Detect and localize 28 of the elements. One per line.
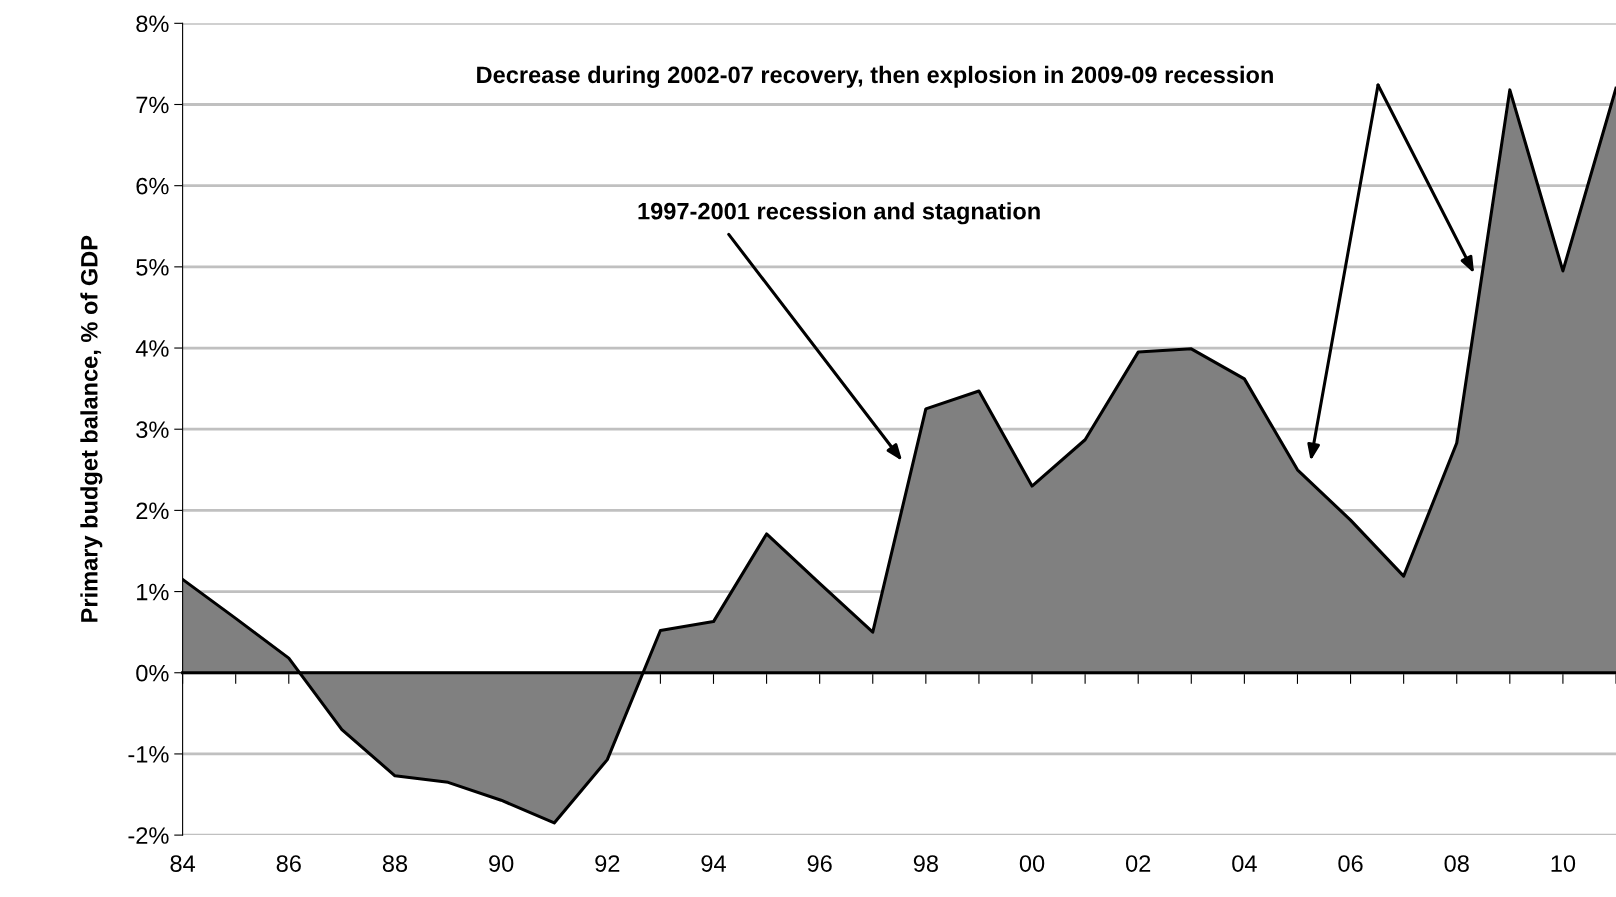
annotation: 1997-2001 recession and stagnation bbox=[638, 202, 1040, 225]
y-tick-label: 3% bbox=[136, 421, 169, 438]
y-tick-label: 5% bbox=[136, 259, 169, 276]
x-tick-label: 86 bbox=[276, 855, 301, 872]
x-tick-label: 92 bbox=[595, 855, 620, 872]
x-tick-label: 90 bbox=[489, 855, 514, 872]
y-axis-title: Primary budget balance, % of GDP bbox=[80, 235, 103, 622]
x-tick-label: 06 bbox=[1338, 855, 1363, 872]
y-tick-label: 0% bbox=[136, 664, 169, 682]
x-tick-label: 98 bbox=[913, 855, 938, 872]
x-tick-label: 04 bbox=[1232, 855, 1257, 872]
y-tick-label: 7% bbox=[136, 96, 169, 114]
x-tick-label: 96 bbox=[807, 855, 832, 872]
y-tick-label: -2% bbox=[128, 827, 169, 844]
annotation: Decrease during 2002-07 recovery, then explosion in 2009-09 recession bbox=[477, 65, 1273, 88]
x-tick-label: 02 bbox=[1125, 855, 1151, 872]
y-tick-label: -1% bbox=[128, 746, 169, 763]
x-tick-label: 08 bbox=[1444, 855, 1469, 872]
y-tick-label: 1% bbox=[137, 583, 169, 601]
x-tick-label: 00 bbox=[1019, 855, 1045, 872]
x-tick-label: 10 bbox=[1551, 855, 1576, 872]
y-tick-label: 6% bbox=[136, 177, 169, 195]
x-tick-label: 84 bbox=[170, 855, 196, 872]
x-tick-label: 88 bbox=[382, 855, 408, 872]
y-tick-label: 2% bbox=[136, 502, 169, 520]
y-tick-label: 8% bbox=[136, 15, 169, 33]
x-tick-label: 94 bbox=[701, 855, 726, 872]
y-tick-label: 4% bbox=[135, 340, 169, 357]
